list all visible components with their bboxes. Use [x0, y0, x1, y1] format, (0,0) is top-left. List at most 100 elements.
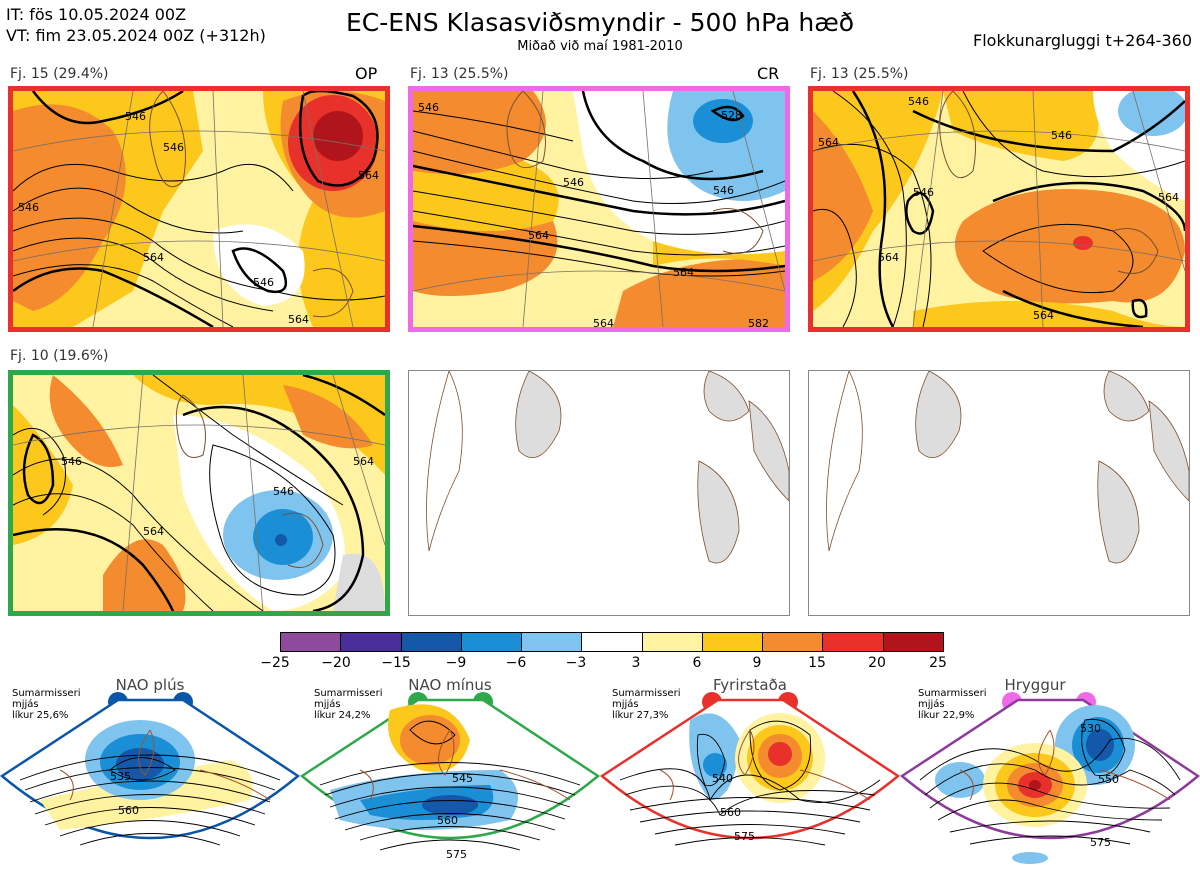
- contour-label: 546: [913, 186, 934, 199]
- contour-label: 564: [528, 229, 549, 242]
- colorbar-tick: −15: [381, 655, 411, 671]
- note-line: mjjás: [612, 699, 639, 710]
- regime-1-note: Sumarmisseri mjjás líkur 25,6%: [12, 688, 80, 721]
- colorbar-tick: 9: [752, 655, 762, 671]
- contour-label: 564: [1158, 191, 1179, 204]
- colorbar-swatch: [883, 633, 943, 651]
- colorbar-tick: −25: [260, 655, 290, 671]
- page-title: EC-ENS Klasasviðsmyndir - 500 hPa hæð: [345, 8, 855, 37]
- contour-label: 546: [163, 141, 184, 154]
- panel-1-label: Fj. 15 (29.4%): [10, 66, 109, 82]
- colorbar-swatch: [522, 633, 583, 651]
- colorbar-swatch: [341, 633, 402, 651]
- contour-label: 564: [358, 169, 379, 182]
- valid-time: VT: fim 23.05.2024 00Z (+312h): [6, 26, 266, 45]
- contour-label: 546: [1051, 129, 1072, 142]
- colorbar-swatch: [582, 633, 643, 651]
- panel-2-tag: CR: [757, 64, 780, 83]
- empty-map-6: [808, 370, 1190, 616]
- cluster-map-4[interactable]: 546 546 564 564: [8, 370, 390, 616]
- regime-4-map: 530 550 575: [900, 692, 1200, 864]
- regime-3-title: Fyrirstaða: [713, 676, 787, 694]
- panel-4-label: Fj. 10 (19.6%): [10, 348, 109, 364]
- regime-4-contour: 575: [1090, 836, 1111, 849]
- contour-label: 546: [273, 485, 294, 498]
- colorbar-tick: −20: [321, 655, 351, 671]
- note-line: líkur 22,9%: [918, 710, 975, 721]
- regime-3-note: Sumarmisseri mjjás líkur 27,3%: [612, 688, 680, 721]
- colorbar-tick: −6: [505, 655, 527, 671]
- contour-label: 582: [748, 317, 769, 327]
- colorbar-swatch: [401, 633, 462, 651]
- colorbar: [280, 632, 944, 652]
- regime-1-title: NAO plús: [115, 676, 185, 694]
- regime-3-contour: 560: [720, 806, 741, 819]
- cluster-map-2[interactable]: 546 528 546 546 564 564 564 582: [408, 86, 790, 332]
- contour-label: 546: [563, 176, 584, 189]
- note-line: mjjás: [12, 699, 39, 710]
- regime-1-map: 535 560: [0, 692, 300, 846]
- note-line: líkur 24,2%: [314, 710, 371, 721]
- regime-3-map: 540 560 575: [600, 692, 900, 846]
- colorbar-tick: 25: [929, 655, 947, 671]
- note-line: mjjás: [918, 699, 945, 710]
- contour-label: 564: [143, 525, 164, 538]
- cluster-map-3[interactable]: 546 546 546 564 564 564 564: [808, 86, 1190, 332]
- colorbar-tick: 20: [868, 655, 886, 671]
- contour-label: 528: [721, 109, 742, 122]
- contour-label: 546: [125, 110, 146, 123]
- colorbar-tick: −9: [445, 655, 467, 671]
- regime-4-title: Hryggur: [1004, 676, 1066, 694]
- header-dates: IT: fös 10.05.2024 00Z VT: fim 23.05.202…: [6, 4, 266, 46]
- regime-1-contour: 535: [110, 770, 131, 783]
- cluster-map-1[interactable]: 546 546 546 564 546 564 564: [8, 86, 390, 332]
- note-line: Sumarmisseri: [918, 688, 987, 699]
- contour-label: 564: [143, 251, 164, 264]
- contour-label: 564: [353, 455, 374, 468]
- contour-label: 546: [908, 95, 929, 108]
- colorbar-swatch: [461, 633, 523, 651]
- regime-2-note: Sumarmisseri mjjás líkur 24,2%: [314, 688, 382, 721]
- page-subtitle: Miðað við maí 1981-2010: [517, 39, 683, 54]
- colorbar-tick: 6: [692, 655, 702, 671]
- panel-1-tag: OP: [355, 64, 378, 83]
- colorbar-swatch: [823, 633, 884, 651]
- regime-1-contour: 560: [118, 804, 139, 817]
- initial-time: IT: fös 10.05.2024 00Z: [6, 5, 187, 24]
- colorbar-swatch: [281, 633, 342, 651]
- contour-label: 564: [878, 251, 899, 264]
- note-line: Sumarmisseri: [12, 688, 81, 699]
- contour-label: 546: [418, 101, 439, 114]
- contour-label: 546: [253, 276, 274, 289]
- regime-3-contour: 575: [734, 830, 755, 843]
- panel-3-label: Fj. 13 (25.5%): [810, 66, 909, 82]
- note-line: líkur 27,3%: [612, 710, 669, 721]
- regime-2-contour: 575: [446, 848, 467, 861]
- note-line: Sumarmisseri: [612, 688, 681, 699]
- contour-label: 546: [713, 184, 734, 197]
- note-line: mjjás: [314, 699, 341, 710]
- colorbar-swatch: [642, 633, 703, 651]
- regime-4-note: Sumarmisseri mjjás líkur 22,9%: [918, 688, 986, 721]
- empty-map-5: [408, 370, 790, 616]
- contour-label: 564: [593, 317, 614, 327]
- contour-label: 564: [288, 313, 309, 326]
- regime-2-map: 545 560 575: [300, 692, 600, 861]
- note-line: líkur 25,6%: [12, 710, 69, 721]
- contour-label: 546: [61, 455, 82, 468]
- note-line: Sumarmisseri: [314, 688, 383, 699]
- colorbar-tick: 15: [808, 655, 826, 671]
- regime-2-title: NAO mínus: [408, 676, 492, 694]
- regime-4-contour: 530: [1080, 722, 1101, 735]
- contour-label: 564: [673, 266, 694, 279]
- contour-label: 546: [18, 201, 39, 214]
- classification-window: Flokkunargluggi t+264-360: [973, 31, 1192, 50]
- contour-label: 564: [1033, 309, 1054, 322]
- regime-4-contour: 550: [1098, 773, 1119, 786]
- colorbar-swatch: [702, 633, 764, 651]
- regime-2-contour: 545: [452, 772, 473, 785]
- regime-3-contour: 540: [712, 772, 733, 785]
- contour-label: 564: [818, 136, 839, 149]
- colorbar-swatch: [763, 633, 824, 651]
- panel-2-label: Fj. 13 (25.5%): [410, 66, 509, 82]
